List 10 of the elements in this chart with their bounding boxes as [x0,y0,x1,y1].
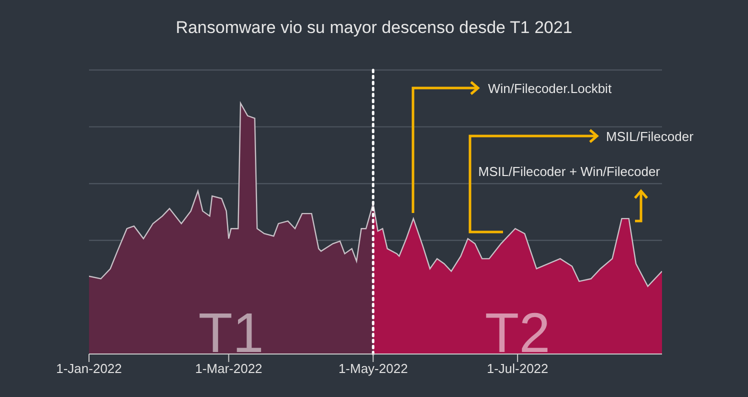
x-tick-label: 1-Mar-2022 [195,361,262,376]
text: Win/Filecoder.Lockbit [488,81,612,96]
x-tick-label: 1-May-2022 [338,361,408,376]
annotation: MSIL/Filecoder + Win/Filecoder [478,164,661,179]
series-label: T2 [484,301,550,364]
series-label: T1 [198,301,264,364]
x-tick-label: 1-Jan-2022 [56,361,122,376]
x-tick-label: 1-Jul-2022 [486,361,548,376]
annotation: MSIL/Filecoder [606,129,694,144]
chart-title: Ransomware vio su mayor descenso desde T1 2021 [174,18,574,38]
